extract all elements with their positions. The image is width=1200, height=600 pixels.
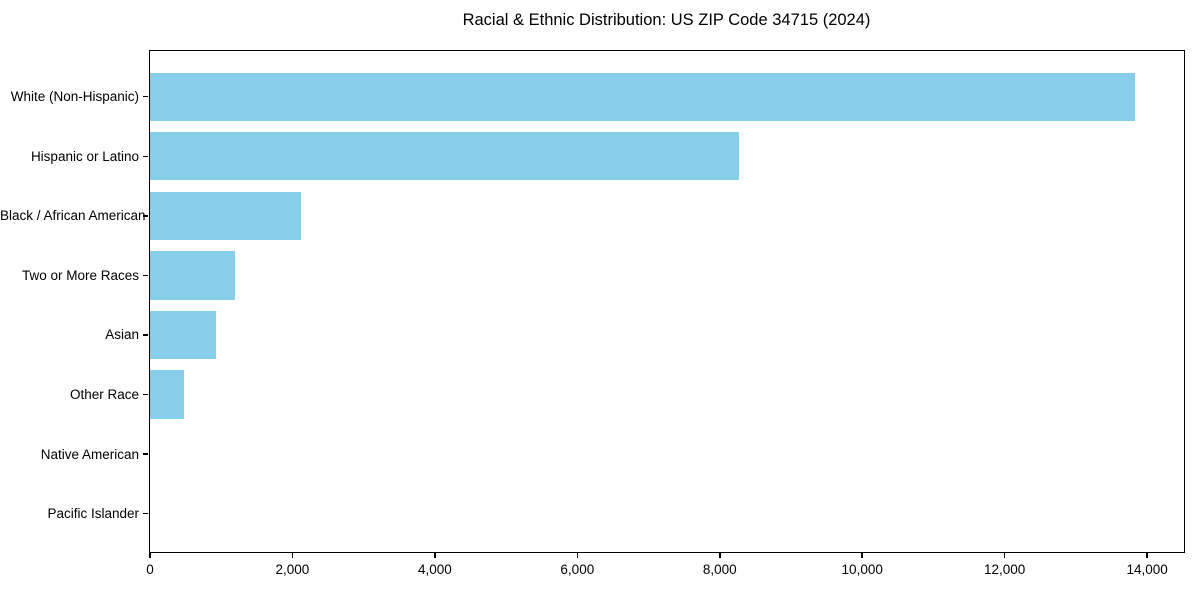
bar-black-african-american bbox=[149, 191, 301, 240]
x-tick-mark bbox=[149, 552, 151, 558]
y-tick-mark bbox=[143, 334, 148, 336]
y-tick-label: White (Non-Hispanic) bbox=[10, 89, 139, 105]
x-tick-label: 14,000 bbox=[1126, 561, 1168, 577]
y-axis-labels: White (Non-Hispanic) Hispanic or Latino Bl… bbox=[0, 52, 146, 551]
y-tick-mark bbox=[143, 155, 148, 158]
y-tick-mark bbox=[143, 512, 148, 515]
y-tick-label: Native American bbox=[40, 446, 139, 462]
x-tick-label: 12,000 bbox=[984, 561, 1026, 577]
y-tick-mark bbox=[143, 393, 148, 396]
x-tick-label: 10,000 bbox=[841, 561, 883, 577]
bar-white-non-hispanic bbox=[149, 72, 1135, 121]
x-tick-mark bbox=[1003, 552, 1006, 558]
x-tick-mark bbox=[861, 552, 863, 558]
x-tick-label: 6,000 bbox=[560, 561, 595, 577]
y-tick-mark bbox=[143, 274, 148, 277]
x-axis: 0 2,000 4,000 6,000 8,000 10,000 12,000 14,000 bbox=[146, 552, 1184, 593]
y-tick-label: Pacific Islander bbox=[47, 506, 139, 522]
bar-other-race bbox=[149, 370, 184, 419]
x-tick-label: 4,000 bbox=[417, 561, 452, 577]
y-tick-mark bbox=[143, 453, 148, 455]
bar-asian bbox=[149, 310, 216, 360]
y-tick-mark bbox=[143, 95, 148, 98]
x-tick-mark bbox=[576, 552, 579, 558]
y-tick-mark bbox=[143, 215, 148, 217]
x-tick-mark bbox=[719, 552, 721, 558]
bar-two-or-more-races bbox=[149, 251, 235, 300]
bar-hispanic-or-latino bbox=[149, 132, 739, 181]
x-tick-mark bbox=[434, 552, 436, 558]
x-tick-label: 2,000 bbox=[275, 561, 310, 577]
y-tick-label: Two or More Races bbox=[21, 267, 139, 283]
y-tick-label: Asian bbox=[105, 327, 139, 343]
x-tick-label: 8,000 bbox=[702, 561, 737, 577]
y-tick-label: Other Race bbox=[69, 387, 139, 403]
y-tick-label: Hispanic or Latino bbox=[30, 148, 139, 164]
x-tick-label: 0 bbox=[146, 561, 154, 577]
x-tick-mark bbox=[1146, 552, 1148, 558]
x-tick-mark bbox=[291, 552, 294, 558]
plot-area bbox=[143, 50, 1185, 553]
y-tick-label: Black / African American bbox=[0, 208, 146, 224]
chart-title: Racial & Ethnic Distribution: US ZIP Cod… bbox=[462, 11, 871, 29]
